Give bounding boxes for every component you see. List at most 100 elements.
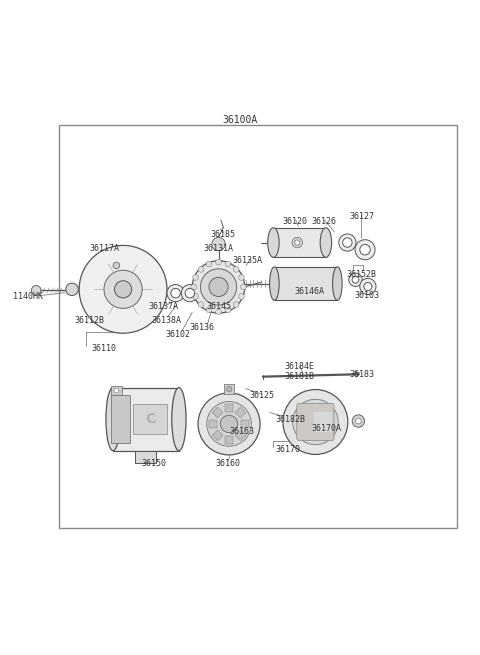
Text: 36150: 36150 xyxy=(142,459,167,468)
Circle shape xyxy=(225,261,231,267)
Ellipse shape xyxy=(333,267,342,300)
Text: C: C xyxy=(145,412,156,426)
Bar xyxy=(111,386,121,395)
Ellipse shape xyxy=(270,267,279,300)
Text: 36163: 36163 xyxy=(230,427,255,436)
Circle shape xyxy=(355,240,375,260)
Text: 36102: 36102 xyxy=(166,330,191,339)
Text: 36136: 36136 xyxy=(189,323,215,332)
Circle shape xyxy=(193,293,198,299)
Circle shape xyxy=(167,284,184,302)
Text: 36125: 36125 xyxy=(249,391,274,400)
FancyBboxPatch shape xyxy=(297,403,334,441)
Circle shape xyxy=(185,288,194,298)
Circle shape xyxy=(292,237,302,248)
Circle shape xyxy=(32,286,41,295)
Bar xyxy=(113,388,179,451)
Circle shape xyxy=(216,309,221,314)
Text: 36160: 36160 xyxy=(216,459,240,468)
Circle shape xyxy=(200,269,237,305)
Circle shape xyxy=(191,284,197,290)
Circle shape xyxy=(181,284,199,302)
Circle shape xyxy=(339,234,356,251)
Circle shape xyxy=(352,276,359,283)
Circle shape xyxy=(220,415,238,432)
Circle shape xyxy=(193,274,198,280)
Text: 36137A: 36137A xyxy=(149,301,179,310)
Bar xyxy=(274,228,326,257)
Text: 36131A: 36131A xyxy=(204,244,234,253)
Circle shape xyxy=(283,390,348,455)
Circle shape xyxy=(198,267,204,272)
Text: 36120: 36120 xyxy=(282,217,307,226)
Text: 36100A: 36100A xyxy=(222,115,258,125)
Circle shape xyxy=(226,386,232,392)
Text: 36183: 36183 xyxy=(349,370,374,379)
Circle shape xyxy=(171,288,180,298)
Circle shape xyxy=(66,283,78,295)
Bar xyxy=(225,436,233,444)
Circle shape xyxy=(79,246,167,333)
Bar xyxy=(224,384,234,394)
Ellipse shape xyxy=(106,388,120,451)
Circle shape xyxy=(233,301,239,307)
Circle shape xyxy=(192,261,245,313)
Circle shape xyxy=(104,271,142,309)
Circle shape xyxy=(225,307,231,312)
Circle shape xyxy=(198,393,260,455)
Text: 36135A: 36135A xyxy=(232,256,262,265)
Ellipse shape xyxy=(268,228,279,257)
Circle shape xyxy=(352,415,364,427)
Circle shape xyxy=(239,274,244,280)
Circle shape xyxy=(349,273,362,286)
Circle shape xyxy=(212,237,225,251)
Text: 36103: 36103 xyxy=(354,291,379,300)
Text: 36184E: 36184E xyxy=(285,362,315,371)
Circle shape xyxy=(115,281,132,298)
Circle shape xyxy=(240,284,246,290)
Circle shape xyxy=(114,388,119,393)
Circle shape xyxy=(233,267,239,272)
Circle shape xyxy=(360,278,376,295)
Circle shape xyxy=(206,307,212,312)
Circle shape xyxy=(364,282,372,291)
Circle shape xyxy=(206,261,212,267)
Circle shape xyxy=(216,259,221,265)
Text: 36127: 36127 xyxy=(349,212,374,221)
Bar xyxy=(225,404,233,411)
Text: 36152B: 36152B xyxy=(347,270,377,278)
Circle shape xyxy=(207,402,252,446)
Text: 36112B: 36112B xyxy=(75,316,105,325)
Text: 36145: 36145 xyxy=(206,301,231,310)
Text: 36181B: 36181B xyxy=(285,371,315,381)
Text: 36170: 36170 xyxy=(275,445,300,454)
Circle shape xyxy=(113,262,120,269)
Bar xyxy=(275,267,337,300)
Text: 36110: 36110 xyxy=(92,345,117,354)
Bar xyxy=(235,430,246,441)
Bar xyxy=(235,407,246,418)
Text: 1140HK: 1140HK xyxy=(12,292,43,301)
Bar xyxy=(132,404,167,434)
Bar xyxy=(59,124,457,528)
Circle shape xyxy=(239,293,244,299)
Bar xyxy=(135,451,156,463)
Circle shape xyxy=(356,418,361,424)
Ellipse shape xyxy=(172,388,186,451)
Text: 36182B: 36182B xyxy=(275,415,305,424)
Bar xyxy=(314,412,332,432)
Text: 36117A: 36117A xyxy=(89,244,119,253)
Circle shape xyxy=(343,238,352,248)
Circle shape xyxy=(293,400,338,445)
Bar xyxy=(209,420,216,428)
Text: 36170A: 36170A xyxy=(311,424,341,433)
Bar xyxy=(241,420,249,428)
Text: 36146A: 36146A xyxy=(294,287,324,296)
Ellipse shape xyxy=(320,228,332,257)
Text: 36185: 36185 xyxy=(211,230,236,239)
Circle shape xyxy=(360,244,370,255)
Circle shape xyxy=(295,240,300,245)
Text: 36138A: 36138A xyxy=(151,316,181,325)
Text: 36126: 36126 xyxy=(311,217,336,226)
Bar xyxy=(212,430,223,441)
